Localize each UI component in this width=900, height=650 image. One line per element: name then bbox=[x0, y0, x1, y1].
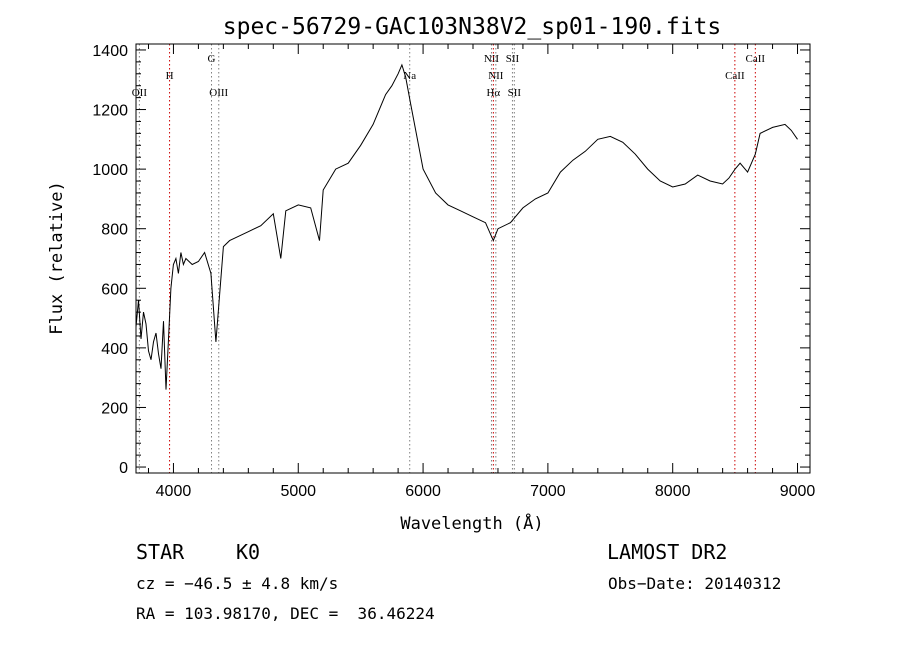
marker-label: CaII bbox=[725, 70, 745, 82]
x-tick-label: 5000 bbox=[280, 483, 316, 500]
marker-label: H bbox=[166, 70, 174, 82]
x-tick-label: 4000 bbox=[156, 483, 192, 500]
y-tick-label: 200 bbox=[101, 400, 128, 417]
marker-label: Na bbox=[403, 70, 416, 82]
marker-label: OIII bbox=[209, 87, 228, 99]
obs-date: Obs−Date: 20140312 bbox=[608, 574, 782, 593]
object-type: STAR bbox=[136, 540, 185, 564]
y-axis-label: Flux (relative) bbox=[47, 181, 67, 335]
marker-label: SII bbox=[508, 87, 522, 99]
marker-label: NII bbox=[484, 53, 500, 65]
x-tick-label: 9000 bbox=[780, 483, 816, 500]
redshift-value: cz = −46.5 ± 4.8 km/s bbox=[136, 574, 339, 593]
x-tick-label: 6000 bbox=[405, 483, 441, 500]
marker-label: CaII bbox=[746, 53, 766, 65]
plot-frame bbox=[135, 43, 811, 474]
object-subclass: K0 bbox=[236, 540, 261, 564]
coordinates: RA = 103.98170, DEC = 36.46224 bbox=[136, 604, 435, 623]
y-tick-label: 600 bbox=[101, 281, 128, 298]
y-tick-label: 1000 bbox=[92, 162, 128, 179]
axis-ticks: 4000 5000 6000 7000 8000 9000 0 200 400 600 800 100… bbox=[92, 43, 815, 500]
y-tick-label: 1400 bbox=[92, 43, 128, 60]
marker-label: G bbox=[208, 53, 216, 65]
y-tick-label: 0 bbox=[119, 460, 128, 477]
y-tick-label: 800 bbox=[101, 222, 128, 239]
data-release: LAMOST DR2 bbox=[607, 540, 728, 564]
y-tick-label: 400 bbox=[101, 341, 128, 358]
spectrum-line bbox=[135, 63, 798, 390]
x-tick-label: 7000 bbox=[530, 483, 566, 500]
x-axis-label: Wavelength (Å) bbox=[400, 512, 543, 534]
marker-label: Hα bbox=[486, 87, 500, 99]
marker-label: NII bbox=[488, 70, 504, 82]
marker-label: SII bbox=[506, 53, 520, 65]
chart-title: spec-56729-GAC103N38V2_sp01-190.fits bbox=[223, 14, 722, 40]
x-tick-label: 8000 bbox=[655, 483, 691, 500]
y-tick-label: 1200 bbox=[92, 103, 128, 120]
